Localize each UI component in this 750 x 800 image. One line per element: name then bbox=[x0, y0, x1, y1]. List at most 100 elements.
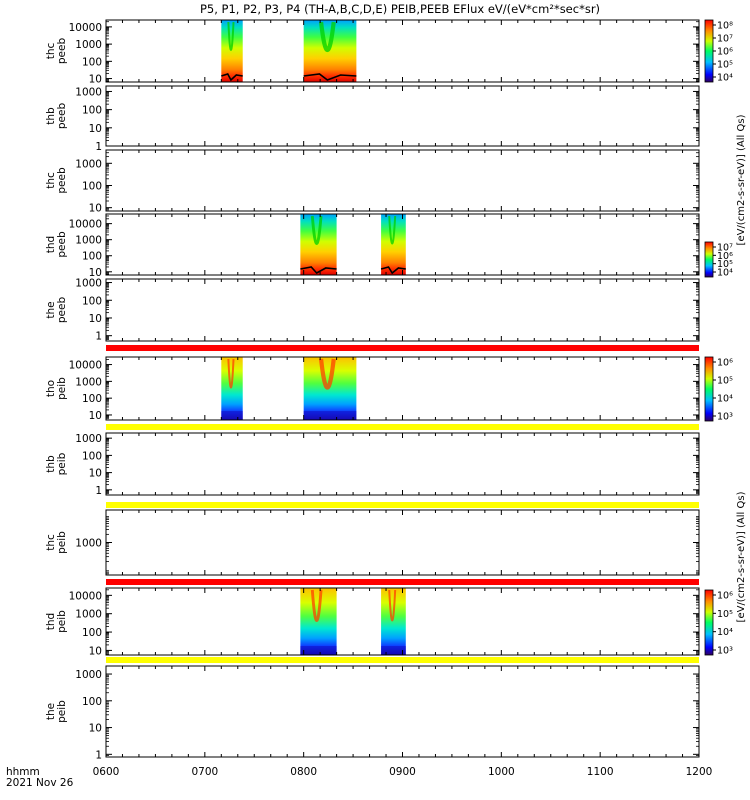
y-tick-label: 1000 bbox=[75, 158, 102, 170]
y-tick-label: 1000 bbox=[75, 278, 102, 290]
panel-frame bbox=[105, 149, 700, 212]
panel-label: thcpeeb bbox=[45, 38, 68, 65]
spectrogram-block bbox=[381, 588, 406, 655]
panel-label-line2: peeb bbox=[56, 38, 68, 65]
y-tick-label: 10 bbox=[89, 468, 102, 480]
panel-label: thbpeib bbox=[45, 452, 68, 475]
y-tick-label: 10 bbox=[89, 723, 102, 735]
y-tick-label: 10 bbox=[89, 74, 102, 86]
y-tick-label: 100 bbox=[82, 180, 102, 192]
x-tick-label: 0600 bbox=[93, 766, 120, 778]
spectrogram-block bbox=[303, 20, 357, 82]
colorbar-tick-label: 10⁷ bbox=[717, 34, 733, 45]
spectrogram-streak bbox=[227, 21, 235, 51]
colorbar-tick-label: 10⁶ bbox=[717, 47, 733, 58]
colorbar-tick-label: 10⁷ bbox=[717, 243, 733, 254]
panel-label-line2: peib bbox=[56, 531, 68, 554]
panel-label-line2: peeb bbox=[56, 103, 68, 130]
panel-label: thcpeeb bbox=[45, 167, 68, 194]
panel-the_peib: 1 10 100 1000 thepeib bbox=[45, 657, 700, 761]
panel-label-line1: thc bbox=[45, 172, 57, 189]
panel-thb_peib: 1 10 100 1000 thbpeib bbox=[45, 424, 700, 497]
x-axis-label-date: 2021 Nov 26 bbox=[6, 777, 74, 789]
y-tick-label: 10 bbox=[89, 645, 102, 657]
colorbar-thc_peeb: 10⁸ 10⁷ 10⁶ 10⁵ 10⁴ bbox=[704, 19, 733, 84]
low-energy-band bbox=[303, 411, 357, 420]
quality-flag-bar bbox=[106, 502, 699, 508]
colorbar-tick-label: 10⁶ bbox=[717, 251, 733, 262]
y-tick-label: 1 bbox=[95, 141, 102, 153]
colorbar-thc_peib: 10⁶ 10⁵ 10⁴ 10³ bbox=[704, 356, 733, 423]
spacecraft-potential-line bbox=[221, 73, 243, 82]
panel-label: thbpeeb bbox=[45, 103, 68, 130]
y-tick-label: 100 bbox=[82, 627, 102, 639]
colorbar-tick-label: 10⁵ bbox=[717, 60, 733, 71]
panel-label-line2: peib bbox=[56, 700, 68, 723]
panel-label-line2: peib bbox=[56, 610, 68, 633]
panel-label-line1: the bbox=[45, 703, 57, 720]
spectrogram-block bbox=[221, 357, 243, 420]
spectrogram-streak bbox=[318, 358, 336, 390]
x-tick-label: 0800 bbox=[290, 766, 317, 778]
colorbar-tick-label: 10³ bbox=[717, 412, 733, 423]
panel-label: thdpeeb bbox=[45, 231, 68, 258]
colorbar-gradient bbox=[704, 589, 714, 656]
panel-frame bbox=[105, 278, 700, 342]
panel-frame bbox=[105, 432, 700, 496]
spectrogram-streak bbox=[388, 215, 397, 245]
colorbar-tick-label: 10⁴ bbox=[717, 394, 733, 405]
spacecraft-potential-line bbox=[303, 73, 357, 81]
panel-stack: 10100100010000thcpeeb1101001000thbpeeb10… bbox=[45, 19, 700, 761]
panel-the_peeb: 1 10 100 1000 thepeeb bbox=[45, 278, 700, 351]
panel-label-line1: thd bbox=[45, 236, 57, 253]
x-tick-label: 0900 bbox=[389, 766, 416, 778]
panel-label-line2: peeb bbox=[56, 297, 68, 324]
y-tick-label: 1000 bbox=[75, 39, 102, 51]
colorbar-tick-label: 10⁸ bbox=[717, 21, 733, 32]
low-energy-band bbox=[300, 646, 337, 655]
spectrogram-block bbox=[300, 214, 337, 275]
y-tick-label: 1000 bbox=[75, 609, 102, 621]
x-tick-label: 1200 bbox=[686, 766, 713, 778]
panel-label: thepeib bbox=[45, 700, 68, 723]
colorbar-tick-label: 10⁶ bbox=[717, 591, 733, 602]
y-tick-label: 10 bbox=[89, 123, 102, 135]
chart-title: P5, P1, P2, P3, P4 (TH-A,B,C,D,E) PEIB,P… bbox=[200, 2, 600, 16]
panel-frame bbox=[105, 509, 700, 576]
panel-frame bbox=[105, 356, 700, 421]
x-tick-label: 1000 bbox=[488, 766, 515, 778]
spectrogram-streak bbox=[310, 215, 323, 245]
x-tick-label: 0700 bbox=[191, 766, 218, 778]
y-tick-label: 1000 bbox=[75, 538, 102, 550]
quality-flag-bar bbox=[106, 657, 699, 663]
spectrogram-streak bbox=[310, 589, 323, 622]
y-tick-label: 1000 bbox=[75, 376, 102, 388]
y-tick-label: 10000 bbox=[69, 219, 102, 231]
colorbar-tick-label: 10⁴ bbox=[717, 627, 733, 638]
colorbar-tick-label: 10³ bbox=[717, 646, 733, 657]
low-energy-band bbox=[221, 411, 243, 420]
y-tick-label: 100 bbox=[82, 295, 102, 307]
y-tick-label: 100 bbox=[82, 450, 102, 462]
y-tick-label: 10000 bbox=[69, 22, 102, 34]
spectrogram-streak bbox=[227, 358, 235, 389]
panel-thc_peib_2: 1000 thcpeib bbox=[45, 502, 700, 576]
panel-thb_peeb: 1 10 100 1000 thbpeeb bbox=[45, 85, 700, 153]
y-tick-label: 10 bbox=[89, 313, 102, 325]
spectrogram-streak bbox=[318, 21, 336, 52]
colorbar-label-ion: [eV/(cm2-s-sr-eV)] (All Qs) bbox=[736, 491, 747, 622]
spacecraft-potential-line bbox=[300, 266, 337, 275]
panel-label: thdpeib bbox=[45, 610, 68, 633]
colorbar-tick-label: 10⁵ bbox=[717, 609, 733, 620]
panel-label: thepeeb bbox=[45, 297, 68, 324]
y-tick-label: 1 bbox=[95, 485, 102, 497]
quality-flag-bar bbox=[106, 424, 699, 430]
spectrogram-block bbox=[221, 20, 243, 82]
x-tick-label: 1100 bbox=[587, 766, 614, 778]
panel-frame bbox=[105, 19, 700, 83]
y-tick-label: 100 bbox=[82, 105, 102, 117]
